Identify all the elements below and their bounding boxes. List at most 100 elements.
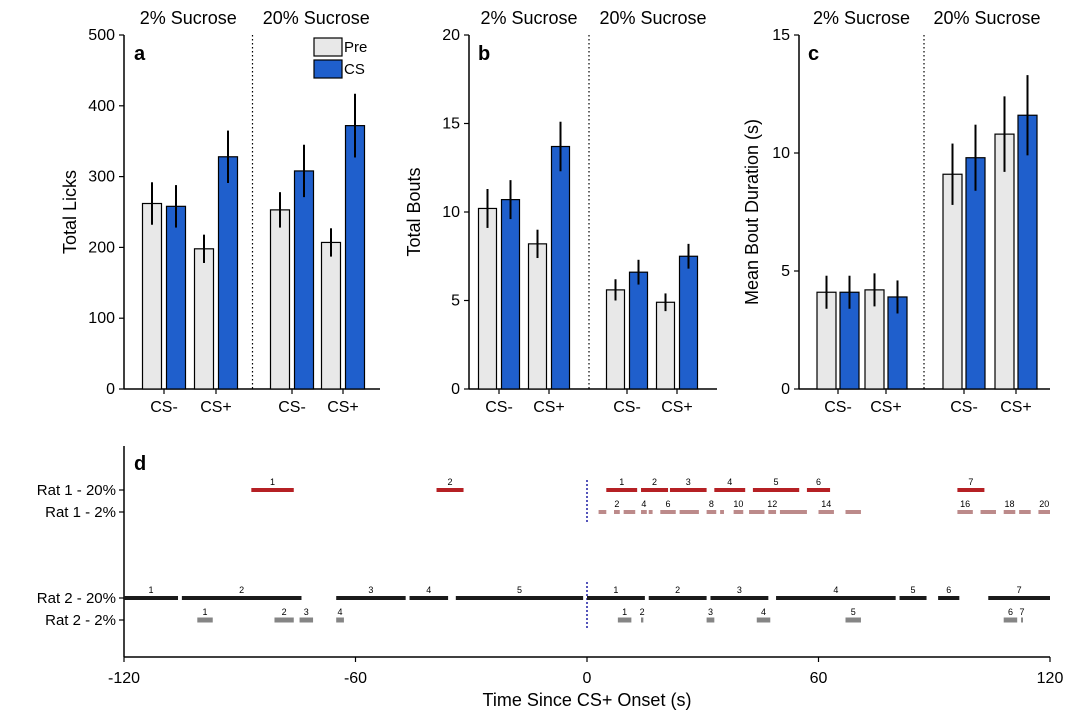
x-tick-label: -120 [108, 670, 140, 687]
group-header: 2% Sucrose [480, 8, 577, 28]
bout-number: 6 [666, 499, 671, 509]
panel-letter-c: c [808, 43, 819, 65]
bar-pre-CSplus [994, 133, 1015, 390]
lick-bout [598, 510, 607, 514]
lick-bout [1019, 510, 1031, 514]
lick-bout [957, 488, 985, 492]
bar-pre-CSplus [655, 301, 676, 390]
bout-number: 3 [708, 607, 713, 617]
bout-number: 4 [761, 607, 766, 617]
lick-bout [641, 510, 647, 514]
y-axis-label: Mean Bout Duration (s) [742, 119, 762, 305]
x-tick-label: CS+ [327, 399, 359, 416]
lick-bout [455, 596, 584, 600]
panel-a-bar-chart: 0 100 200 300 400 500 Total Licks 2% Sucrose 20%… [60, 8, 380, 416]
lick-bout [1038, 510, 1050, 514]
y-tick-label: 0 [451, 381, 460, 398]
bout-number: 2 [614, 499, 619, 509]
x-tick-label: CS- [824, 399, 852, 416]
lick-bout [776, 596, 896, 600]
lick-bout [714, 488, 746, 492]
y-tick-label: 200 [88, 239, 115, 256]
lick-bout [614, 510, 620, 514]
lick-bout [124, 596, 179, 600]
lick-bout [1021, 617, 1023, 623]
bar-cs-CSplus [1017, 114, 1038, 390]
y-tick-label: 0 [106, 381, 115, 398]
bout-number: 20 [1039, 499, 1049, 509]
panel-letter-a: a [134, 43, 146, 65]
bar-cs-CSminus [500, 199, 521, 390]
row-label: Rat 2 - 2% [45, 612, 116, 629]
bout-number: 1 [203, 607, 208, 617]
bar-pre-CSplus [320, 241, 342, 390]
lick-bout [181, 596, 302, 600]
bout-number: 1 [613, 585, 618, 595]
panel-b-bar-chart: 0 5 10 15 20 Total Bouts 2% Sucrose 20% Sucrose… [404, 8, 717, 416]
bar-pre-CSplus [527, 243, 548, 390]
row-label: Rat 2 - 20% [37, 590, 116, 607]
bout-number: 16 [960, 499, 970, 509]
lick-bout [845, 510, 861, 514]
bar-pre-CSminus [141, 202, 163, 390]
lick-bout [299, 617, 314, 623]
bout-number: 5 [517, 585, 522, 595]
x-tick-label: 60 [810, 670, 828, 687]
bout-number: 2 [640, 607, 645, 617]
lick-bout [845, 617, 861, 623]
y-tick-label: 5 [781, 263, 790, 280]
lick-bout [710, 596, 769, 600]
x-tick-label: CS+ [200, 399, 232, 416]
lick-bout [980, 510, 996, 514]
bout-number: 3 [737, 585, 742, 595]
lick-bout [752, 488, 800, 492]
bout-number: 8 [709, 499, 714, 509]
lick-bout [641, 488, 669, 492]
bar-pre-CSminus [605, 289, 626, 390]
bout-number: 2 [448, 477, 453, 487]
bar-cs-CSplus [678, 255, 699, 390]
lick-bout [274, 617, 294, 623]
bout-number: 4 [338, 607, 343, 617]
lick-bout [648, 596, 707, 600]
bout-number: 4 [426, 585, 431, 595]
lick-bout [768, 510, 777, 514]
y-tick-label: 20 [442, 27, 460, 44]
y-tick-label: 400 [88, 98, 115, 115]
x-tick-label: 120 [1037, 670, 1064, 687]
x-axis-label: Time Since CS+ Onset (s) [483, 690, 692, 710]
group-header: 20% Sucrose [599, 8, 706, 28]
y-axis-label: Total Bouts [404, 167, 424, 256]
panel-letter-d: d [134, 453, 146, 475]
bout-number: 6 [1008, 607, 1013, 617]
bout-number: 2 [652, 477, 657, 487]
x-tick-label: CS- [950, 399, 978, 416]
x-tick-label: -60 [344, 670, 367, 687]
group-header: 20% Sucrose [263, 8, 370, 28]
group-header: 20% Sucrose [933, 8, 1040, 28]
bar-pre-CSminus [269, 209, 291, 390]
x-tick-label: CS+ [1000, 399, 1032, 416]
legend-swatch-pre [313, 37, 343, 57]
y-tick-label: 10 [772, 145, 790, 162]
y-tick-label: 100 [88, 310, 115, 327]
lick-bout [706, 510, 717, 514]
lick-bout [336, 596, 406, 600]
y-tick-label: 15 [442, 116, 460, 133]
x-tick-label: CS- [613, 399, 641, 416]
bout-number: 1 [270, 477, 275, 487]
bar-pre-CSminus [942, 173, 963, 390]
lick-bout [251, 488, 294, 492]
bout-number: 5 [851, 607, 856, 617]
lick-bout [756, 617, 771, 623]
lick-bout [806, 488, 831, 492]
bout-number: 2 [675, 585, 680, 595]
bout-number: 2 [282, 607, 287, 617]
lick-bout [336, 617, 344, 623]
lick-bout [779, 510, 807, 514]
bout-number: 1 [149, 585, 154, 595]
legend-swatch-cs [313, 59, 343, 79]
bar-cs-CSminus [628, 271, 649, 390]
y-tick-label: 0 [781, 381, 790, 398]
